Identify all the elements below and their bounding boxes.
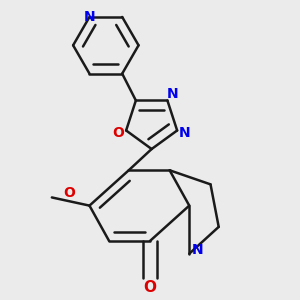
Text: O: O [143,280,157,295]
Text: O: O [112,126,124,140]
Text: N: N [84,10,95,24]
Text: O: O [63,186,75,200]
Text: N: N [192,243,203,257]
Text: N: N [167,87,178,101]
Text: N: N [179,126,191,140]
